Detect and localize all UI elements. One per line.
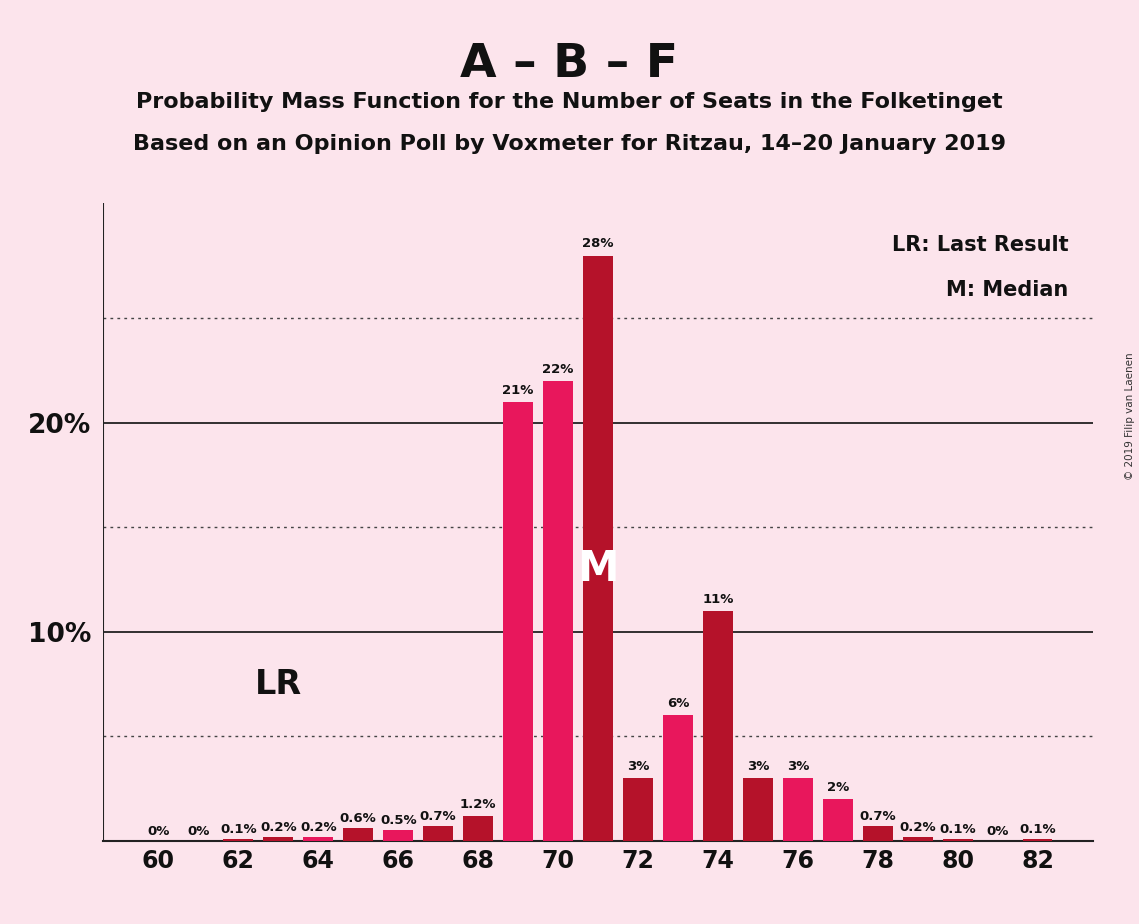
Text: 6%: 6% [666,698,689,711]
Bar [902,836,933,841]
Bar [424,826,453,841]
Text: 0.6%: 0.6% [339,812,377,825]
Text: 0%: 0% [147,825,170,838]
Text: 2%: 2% [827,781,849,794]
Bar [343,828,374,841]
Bar [223,839,253,841]
Bar [543,381,573,841]
Text: 1.2%: 1.2% [460,797,497,810]
Bar [782,778,813,841]
Text: 0%: 0% [187,825,210,838]
Bar [464,816,493,841]
Text: 21%: 21% [502,383,534,396]
Text: © 2019 Filip van Laenen: © 2019 Filip van Laenen [1125,352,1134,480]
Bar [703,611,732,841]
Bar [623,778,653,841]
Text: LR: Last Result: LR: Last Result [892,236,1068,255]
Bar [743,778,772,841]
Bar [1023,839,1052,841]
Text: 0.2%: 0.2% [900,821,936,833]
Text: M: M [577,548,618,590]
Bar [583,256,613,841]
Text: 0.2%: 0.2% [300,821,337,833]
Text: 28%: 28% [582,237,614,250]
Text: 0%: 0% [986,825,1009,838]
Text: 22%: 22% [542,363,574,376]
Text: M: Median: M: Median [947,280,1068,299]
Bar [943,839,973,841]
Text: 0.1%: 0.1% [220,822,256,835]
Text: 0.1%: 0.1% [1019,822,1056,835]
Text: LR: LR [255,667,302,700]
Text: 3%: 3% [787,760,809,772]
Bar [503,402,533,841]
Text: 0.7%: 0.7% [420,810,457,823]
Text: 3%: 3% [626,760,649,772]
Text: 3%: 3% [747,760,769,772]
Text: Probability Mass Function for the Number of Seats in the Folketinget: Probability Mass Function for the Number… [137,92,1002,113]
Bar [263,836,294,841]
Text: Based on an Opinion Poll by Voxmeter for Ritzau, 14–20 January 2019: Based on an Opinion Poll by Voxmeter for… [133,134,1006,154]
Text: 0.2%: 0.2% [260,821,296,833]
Bar [862,826,893,841]
Text: 11%: 11% [702,592,734,605]
Text: A – B – F: A – B – F [460,42,679,87]
Text: 0.1%: 0.1% [940,822,976,835]
Text: 0.7%: 0.7% [859,810,896,823]
Bar [822,799,853,841]
Bar [383,831,413,841]
Bar [663,715,693,841]
Text: 0.5%: 0.5% [380,814,417,827]
Bar [303,836,334,841]
